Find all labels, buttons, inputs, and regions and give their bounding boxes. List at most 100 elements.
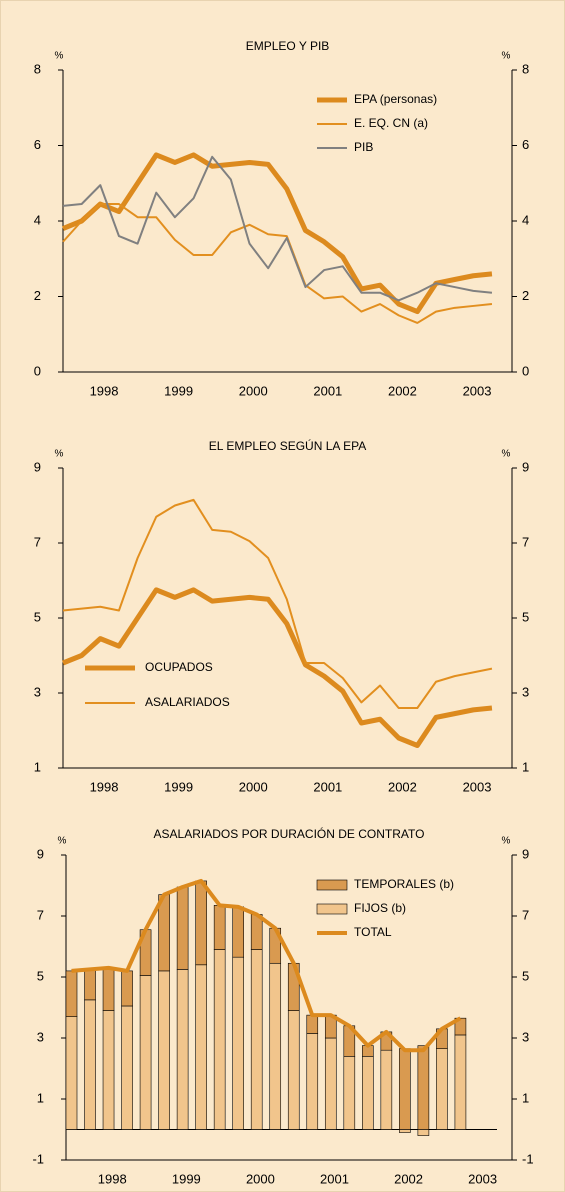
line	[62, 155, 493, 302]
y-tick-label: 6	[34, 137, 41, 152]
y2-tick-label: 1	[522, 759, 529, 774]
x-tick-label: 1999	[164, 383, 193, 398]
y-tick-label: 8	[34, 61, 41, 76]
x-tick-label: 1999	[164, 779, 193, 794]
y-tick-label: 1	[34, 759, 41, 774]
y2-tick-label: 3	[522, 1029, 529, 1044]
y-unit: %	[58, 836, 67, 847]
y2-tick-label: -1	[522, 1151, 534, 1166]
bar-segment	[102, 1010, 115, 1130]
x-tick-label: 1998	[90, 383, 119, 398]
legend-label: FIJOS (b)	[354, 901, 406, 915]
y-tick-label: 4	[34, 212, 41, 227]
bar-segment	[250, 949, 263, 1130]
y2-tick-label: 7	[522, 907, 529, 922]
y-tick-label: 5	[37, 968, 44, 983]
bar-segment	[84, 999, 96, 1130]
x-tick-label: 1998	[98, 1171, 127, 1186]
bar-segment	[158, 970, 170, 1130]
y2-unit: %	[502, 51, 511, 62]
x-tick-label: 2001	[313, 383, 342, 398]
x-tick-label: 2003	[463, 779, 492, 794]
line	[62, 152, 493, 315]
y-tick-label: 9	[34, 459, 41, 474]
legend-label: OCUPADOS	[145, 660, 213, 674]
bar-segment	[417, 1045, 430, 1130]
bar-segment	[121, 1005, 133, 1130]
bar-segment	[176, 969, 189, 1130]
y2-unit: %	[502, 449, 511, 460]
legend-label: PIB	[354, 140, 373, 154]
bar-segment	[102, 967, 115, 1011]
y-tick-label: 7	[34, 534, 41, 549]
y-unit: %	[55, 449, 64, 460]
y-tick-label: 3	[37, 1029, 44, 1044]
x-tick-label: 2001	[313, 779, 342, 794]
y-tick-label: -1	[32, 1151, 44, 1166]
x-tick-label: 2002	[388, 383, 417, 398]
y-tick-label: 9	[37, 846, 44, 861]
bar-segment	[436, 1048, 448, 1130]
bar-segment	[324, 1037, 337, 1130]
legend-label: TOTAL	[354, 925, 392, 939]
bar-segment	[232, 956, 244, 1130]
x-tick-label: 1998	[90, 779, 119, 794]
x-tick-label: 1999	[172, 1171, 201, 1186]
y2-tick-label: 5	[522, 609, 529, 624]
y-tick-label: 1	[37, 1090, 44, 1105]
bar-segment	[232, 906, 244, 958]
chart-title: EL EMPLEO SEGÚN LA EPA	[209, 438, 366, 453]
y2-tick-label: 0	[522, 363, 529, 378]
y2-tick-label: 5	[522, 968, 529, 983]
chart-title: ASALARIADOS POR DURACIÓN DE CONTRATO	[154, 826, 425, 841]
bar-segment	[287, 1010, 300, 1130]
x-tick-label: 2003	[463, 383, 492, 398]
legend-label: TEMPORALES (b)	[354, 877, 454, 891]
bar-segment	[399, 1048, 411, 1130]
y-tick-label: 2	[34, 288, 41, 303]
line	[62, 203, 493, 324]
bar-segment	[417, 1129, 430, 1136]
bar-segment	[454, 1034, 467, 1130]
line	[62, 587, 493, 748]
chart-title: EMPLEO Y PIB	[246, 39, 330, 53]
bar-segment	[195, 964, 207, 1130]
bar-segment	[65, 970, 78, 1017]
y2-tick-label: 6	[522, 137, 529, 152]
x-tick-label: 2002	[394, 1171, 423, 1186]
legend-swatch	[316, 879, 348, 891]
x-tick-label: 2000	[239, 383, 268, 398]
line	[62, 498, 493, 709]
y2-tick-label: 9	[522, 459, 529, 474]
legend-label: E. EQ. CN (a)	[354, 116, 428, 130]
x-tick-label: 2002	[388, 779, 417, 794]
y2-tick-label: 9	[522, 846, 529, 861]
y-tick-label: 5	[34, 609, 41, 624]
y2-tick-label: 8	[522, 61, 529, 76]
y-tick-label: 0	[34, 363, 41, 378]
x-tick-label: 2003	[468, 1171, 497, 1186]
bar-segment	[121, 970, 133, 1007]
y-unit: %	[55, 51, 64, 62]
legend-swatch	[316, 903, 348, 915]
y2-tick-label: 2	[522, 288, 529, 303]
y2-tick-label: 4	[522, 212, 529, 227]
bar-segment	[176, 886, 189, 970]
bar-segment	[213, 949, 226, 1130]
bar-segment	[306, 1014, 319, 1034]
x-tick-label: 2000	[246, 1171, 275, 1186]
line	[71, 878, 462, 1053]
y2-tick-label: 7	[522, 534, 529, 549]
y-tick-label: 3	[34, 684, 41, 699]
y-tick-label: 7	[37, 907, 44, 922]
y2-unit: %	[502, 836, 511, 847]
legend-label: ASALARIADOS	[145, 695, 230, 709]
x-tick-label: 2001	[320, 1171, 349, 1186]
bar-segment	[362, 1056, 374, 1130]
bar-segment	[269, 962, 282, 1130]
bar-segment	[399, 1129, 411, 1133]
bar-segment	[306, 1033, 319, 1130]
legend-label: EPA (personas)	[354, 92, 437, 106]
bar-segment	[380, 1049, 393, 1130]
